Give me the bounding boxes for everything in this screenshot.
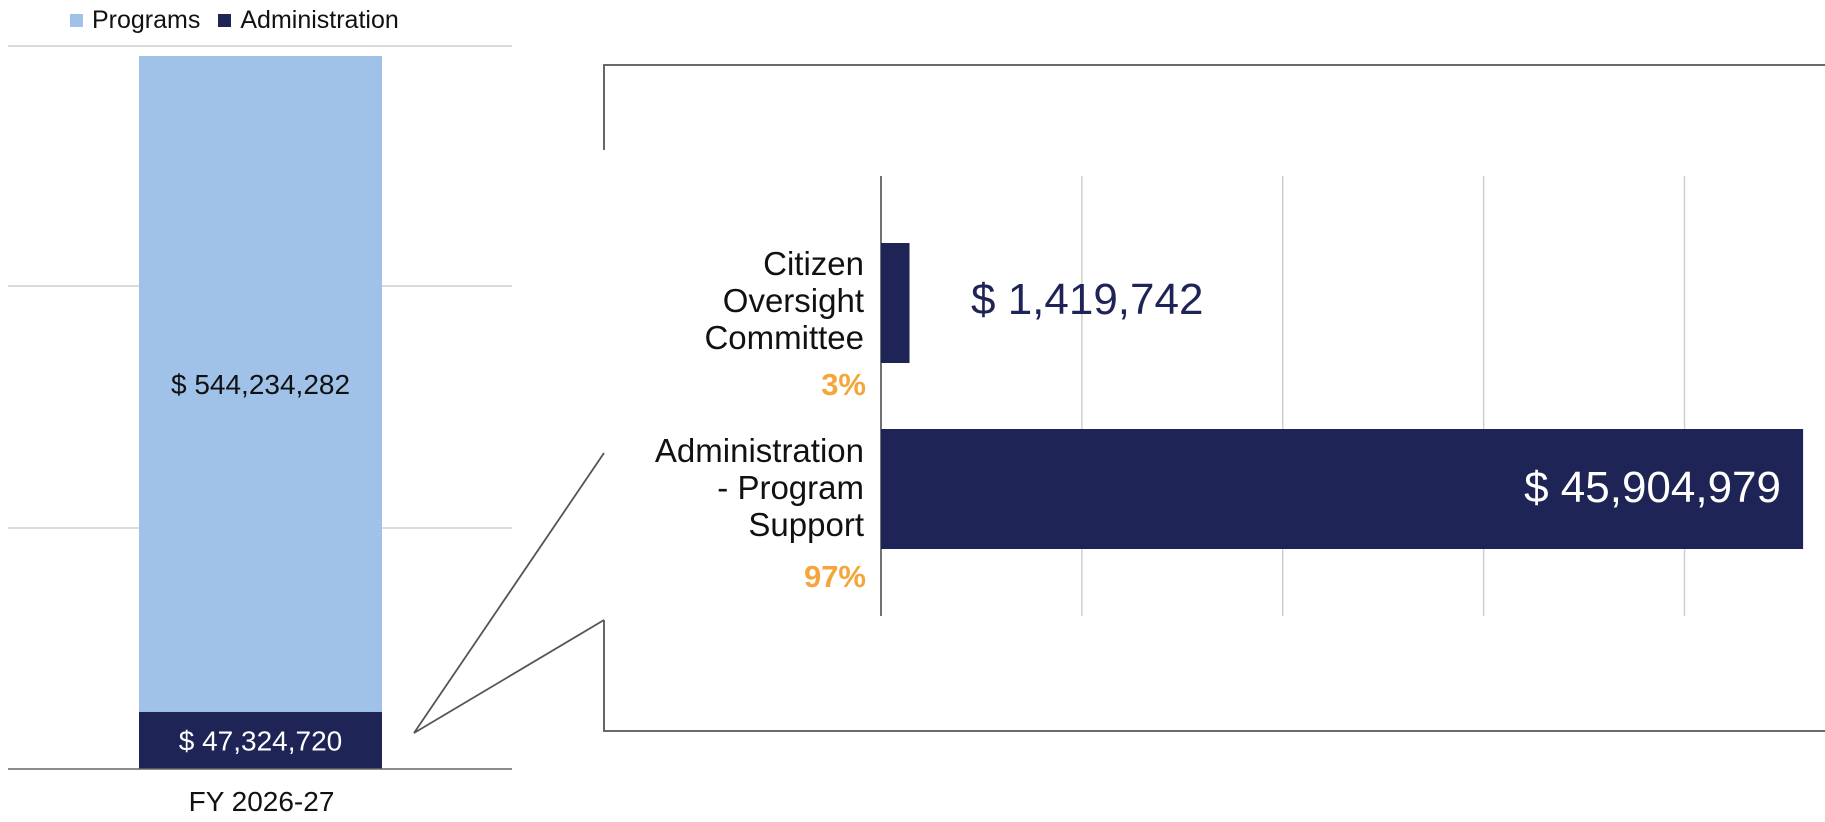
bar-administration: [139, 711, 382, 769]
legend-item-programs: Programs: [70, 6, 200, 35]
legend-label-programs: Programs: [92, 6, 201, 34]
percent-label-1: 3%: [821, 367, 866, 402]
legend: Programs Administration: [70, 6, 417, 35]
legend-label-administration: Administration: [240, 6, 399, 34]
callout-box-top: [603, 64, 1825, 150]
percent-label-2: 97%: [804, 559, 866, 594]
category-label-1-line-3: Committee: [704, 319, 864, 356]
category-label-2-line-1: Administration: [655, 432, 864, 469]
category-label-1-line-1: Citizen: [763, 245, 864, 282]
value-label-1: $ 1,419,742: [971, 275, 1203, 324]
value-label-2: $ 45,904,979: [1524, 463, 1781, 512]
x-category-label: FY 2026-27: [188, 786, 335, 817]
callout-box-bottom: [603, 620, 1825, 732]
legend-swatch-administration: [218, 14, 232, 27]
legend-item-administration: Administration: [218, 6, 399, 35]
category-label-2-line-3: Support: [748, 506, 864, 543]
category-label-2-line-2: - Program: [717, 469, 864, 506]
data-label-programs: $ 544,234,282: [171, 369, 350, 400]
bar-programs: [139, 56, 382, 712]
data-label-administration: $ 47,324,720: [179, 725, 343, 756]
category-label-1-line-2: Oversight: [723, 282, 864, 319]
callout-pointer: [413, 452, 605, 734]
hbar-1: [881, 243, 910, 363]
legend-swatch-programs: [70, 14, 83, 27]
hbar-2: [881, 429, 1804, 549]
